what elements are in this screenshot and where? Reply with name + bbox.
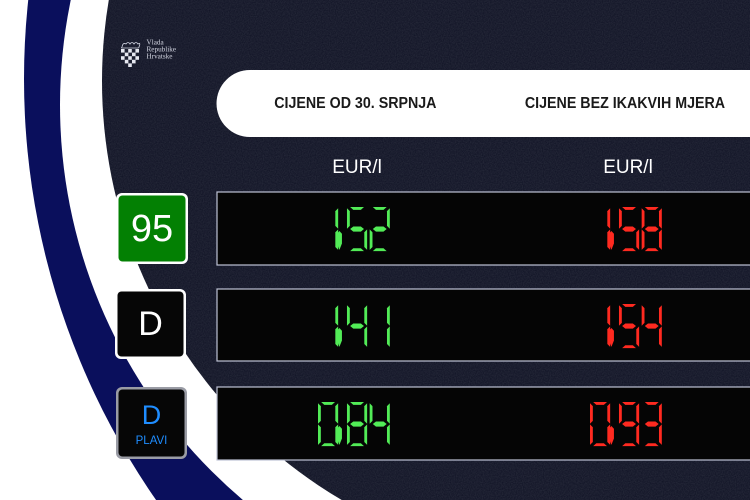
svg-text:CIJENE BEZ IKAKVIH MJERA: CIJENE BEZ IKAKVIH MJERA: [525, 96, 725, 113]
svg-text:CIJENE OD 30. SRPNJA: CIJENE OD 30. SRPNJA: [274, 96, 437, 113]
svg-text:D: D: [142, 400, 162, 430]
svg-text:EUR/l: EUR/l: [332, 157, 382, 178]
svg-text:95: 95: [131, 208, 173, 250]
svg-text:D: D: [138, 305, 163, 343]
svg-text:Hrvatske: Hrvatske: [147, 52, 173, 60]
svg-text:PLAVI: PLAVI: [136, 435, 168, 447]
svg-text:EUR/l: EUR/l: [603, 157, 653, 178]
